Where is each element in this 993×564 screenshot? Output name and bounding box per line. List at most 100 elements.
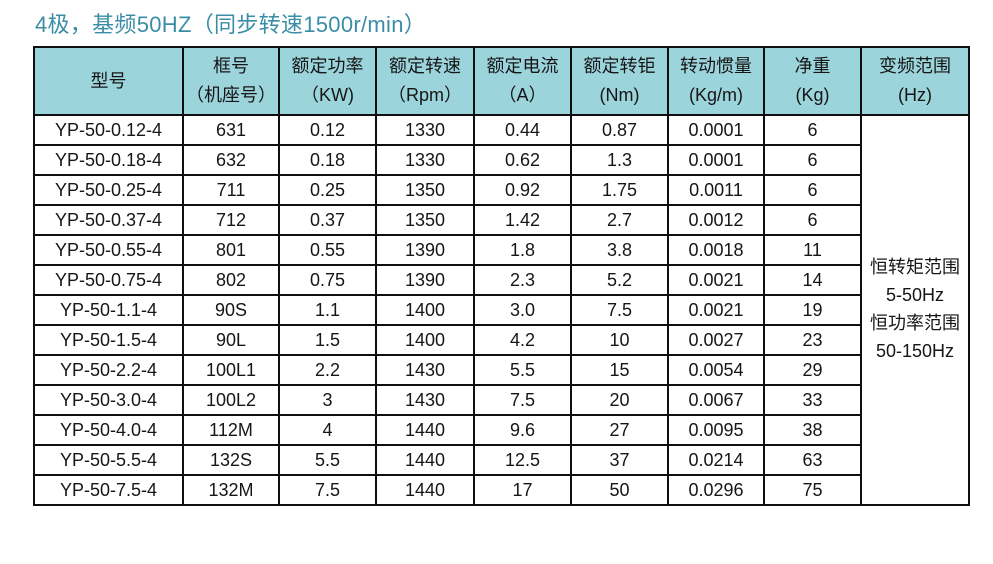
column-header-line1: 额定功率 [291, 56, 364, 77]
model-cell: YP-50-0.55-4 [33, 234, 184, 266]
value-cell: 75 [763, 474, 862, 506]
value-cell: 3.0 [473, 294, 572, 326]
value-cell: 38 [763, 414, 862, 446]
column-header-line2: (Kg) [795, 85, 830, 105]
value-cell: 0.0012 [667, 204, 765, 236]
model-cell: YP-50-0.75-4 [33, 264, 184, 296]
motor-spec-table: 型号 框号 （机座号） 额定功率 （KW) 额定转速 （Rpm） 额定电流 （A） 额定转钜 (Nm… [33, 46, 970, 506]
value-cell: 4 [278, 414, 377, 446]
value-cell: 132M [182, 474, 280, 506]
model-cell: YP-50-7.5-4 [33, 474, 184, 506]
value-cell: 801 [182, 234, 280, 266]
value-cell: 6 [763, 174, 862, 206]
value-cell: 0.75 [278, 264, 377, 296]
value-cell: 15 [570, 354, 669, 386]
column-header-8: 变频范围 (Hz) [860, 46, 970, 116]
value-cell: 0.44 [473, 114, 572, 146]
column-header-0: 型号 [33, 46, 184, 116]
value-cell: 0.0296 [667, 474, 765, 506]
table-header-row: 型号 框号 （机座号） 额定功率 （KW) 额定转速 （Rpm） 额定电流 （A） 额定转钜 (Nm… [33, 46, 970, 116]
column-header-line1: 框号 [213, 56, 249, 77]
value-cell: 100L2 [182, 384, 280, 416]
column-header-line2: （A） [498, 85, 547, 105]
value-cell: 1390 [375, 264, 475, 296]
column-header-line1: 型号 [90, 70, 127, 91]
column-header-line1: 额定转钜 [583, 56, 656, 77]
frequency-range-note-line: 50-150Hz [875, 340, 955, 361]
column-header-7: 净重 (Kg) [763, 46, 862, 116]
value-cell: 711 [182, 174, 280, 206]
table-row-7: YP-50-1.5-4 90L 1.5 1400 4.2 10 0.0027 23 [33, 324, 969, 356]
value-cell: 0.18 [278, 144, 377, 176]
value-cell: 23 [763, 324, 862, 356]
value-cell: 0.0027 [667, 324, 765, 356]
value-cell: 2.2 [278, 354, 377, 386]
value-cell: 0.55 [278, 234, 377, 266]
value-cell: 0.0067 [667, 384, 765, 416]
value-cell: 7.5 [278, 474, 377, 506]
value-cell: 112M [182, 414, 280, 446]
table-row-2: YP-50-0.25-4 711 0.25 1350 0.92 1.75 0.0011 6 [33, 174, 969, 206]
value-cell: 1350 [375, 174, 475, 206]
model-cell: YP-50-1.1-4 [33, 294, 184, 326]
value-cell: 1440 [375, 444, 475, 476]
model-cell: YP-50-5.5-4 [33, 444, 184, 476]
value-cell: 1440 [375, 414, 475, 446]
value-cell: 0.0021 [667, 264, 765, 296]
value-cell: 0.62 [473, 144, 572, 176]
value-cell: 1400 [375, 324, 475, 356]
value-cell: 37 [570, 444, 669, 476]
value-cell: 802 [182, 264, 280, 296]
page-title: 4极，基频50HZ（同步转速1500r/min） [35, 12, 427, 37]
value-cell: 0.87 [570, 114, 669, 146]
column-header-4: 额定电流 （A） [473, 46, 572, 116]
column-header-5: 额定转钜 (Nm) [570, 46, 669, 116]
table-row-3: YP-50-0.37-4 712 0.37 1350 1.42 2.7 0.0012 6 [33, 204, 969, 236]
value-cell: 0.0214 [667, 444, 765, 476]
column-header-line2: (Hz) [898, 85, 932, 105]
value-cell: 3 [278, 384, 377, 416]
value-cell: 1.42 [473, 204, 572, 236]
value-cell: 3.8 [570, 234, 669, 266]
value-cell: 19 [763, 294, 862, 326]
value-cell: 0.12 [278, 114, 377, 146]
value-cell: 1350 [375, 204, 475, 236]
value-cell: 0.25 [278, 174, 377, 206]
value-cell: 1430 [375, 354, 475, 386]
value-cell: 1.3 [570, 144, 669, 176]
model-cell: YP-50-0.12-4 [33, 114, 184, 146]
value-cell: 0.37 [278, 204, 377, 236]
frequency-range-note-cell: 恒转矩范围 5-50Hz 恒功率范围 50-150Hz [860, 114, 970, 506]
table-row-12: YP-50-7.5-4 132M 7.5 1440 17 50 0.0296 75 [33, 474, 969, 506]
value-cell: 1390 [375, 234, 475, 266]
model-cell: YP-50-3.0-4 [33, 384, 184, 416]
table-row-5: YP-50-0.75-4 802 0.75 1390 2.3 5.2 0.0021 14 [33, 264, 969, 296]
value-cell: 7.5 [570, 294, 669, 326]
column-header-line1: 变频范围 [879, 56, 951, 77]
model-cell: YP-50-4.0-4 [33, 414, 184, 446]
column-header-6: 转动惯量 (Kg/m) [667, 46, 765, 116]
table-row-8: YP-50-2.2-4 100L1 2.2 1430 5.5 15 0.0054 29 [33, 354, 969, 386]
value-cell: 1430 [375, 384, 475, 416]
value-cell: 712 [182, 204, 280, 236]
value-cell: 1400 [375, 294, 475, 326]
value-cell: 7.5 [473, 384, 572, 416]
table-row-9: YP-50-3.0-4 100L2 3 1430 7.5 20 0.0067 33 [33, 384, 969, 416]
value-cell: 0.0001 [667, 114, 765, 146]
column-header-line1: 额定电流 [486, 56, 559, 77]
value-cell: 14 [763, 264, 862, 296]
value-cell: 0.0011 [667, 174, 765, 206]
value-cell: 1330 [375, 114, 475, 146]
value-cell: 6 [763, 114, 862, 146]
value-cell: 17 [473, 474, 572, 506]
value-cell: 63 [763, 444, 862, 476]
column-header-1: 框号 （机座号） [182, 46, 280, 116]
value-cell: 12.5 [473, 444, 572, 476]
column-header-3: 额定转速 （Rpm） [375, 46, 475, 116]
column-header-line2: (Nm) [599, 85, 640, 105]
value-cell: 1330 [375, 144, 475, 176]
value-cell: 2.7 [570, 204, 669, 236]
value-cell: 11 [763, 234, 862, 266]
column-header-line1: 转动惯量 [680, 56, 752, 77]
value-cell: 5.5 [473, 354, 572, 386]
